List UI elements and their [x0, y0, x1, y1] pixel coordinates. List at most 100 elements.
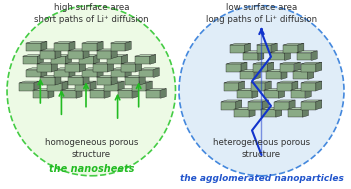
Polygon shape: [33, 90, 48, 98]
Polygon shape: [66, 55, 72, 64]
Text: the agglomerated nanoparticles: the agglomerated nanoparticles: [180, 174, 343, 183]
Polygon shape: [111, 49, 117, 59]
Polygon shape: [221, 100, 242, 102]
Polygon shape: [125, 77, 139, 85]
Polygon shape: [104, 83, 118, 91]
Polygon shape: [38, 55, 44, 64]
Polygon shape: [251, 83, 265, 91]
Polygon shape: [111, 70, 125, 77]
Polygon shape: [289, 100, 295, 110]
Polygon shape: [93, 62, 114, 64]
Polygon shape: [108, 62, 114, 72]
Polygon shape: [226, 62, 247, 64]
Polygon shape: [274, 102, 289, 110]
Polygon shape: [293, 70, 314, 71]
Polygon shape: [82, 41, 103, 43]
Polygon shape: [230, 45, 245, 53]
Polygon shape: [283, 43, 304, 45]
Polygon shape: [294, 62, 300, 72]
Polygon shape: [237, 89, 258, 90]
Polygon shape: [303, 108, 309, 117]
Polygon shape: [316, 100, 322, 110]
Polygon shape: [236, 100, 242, 110]
Polygon shape: [135, 56, 150, 64]
Polygon shape: [94, 55, 100, 64]
Polygon shape: [139, 68, 159, 70]
Polygon shape: [19, 83, 34, 91]
Polygon shape: [271, 43, 277, 53]
Polygon shape: [55, 75, 61, 85]
Polygon shape: [48, 89, 54, 98]
Polygon shape: [82, 70, 97, 77]
Polygon shape: [79, 56, 94, 64]
Text: homogeneous porous: homogeneous porous: [45, 138, 138, 147]
Polygon shape: [111, 75, 117, 85]
Polygon shape: [288, 108, 309, 109]
Polygon shape: [146, 90, 160, 98]
Polygon shape: [308, 70, 314, 79]
Polygon shape: [52, 62, 58, 72]
Polygon shape: [54, 70, 69, 77]
Text: structure: structure: [242, 149, 281, 159]
Polygon shape: [61, 90, 76, 98]
Polygon shape: [54, 43, 69, 51]
Polygon shape: [291, 89, 311, 90]
Polygon shape: [51, 56, 66, 64]
Polygon shape: [121, 62, 142, 64]
Polygon shape: [97, 51, 111, 59]
Polygon shape: [51, 55, 72, 56]
Polygon shape: [136, 62, 142, 72]
Polygon shape: [90, 89, 110, 90]
Polygon shape: [245, 43, 251, 53]
Polygon shape: [111, 43, 125, 51]
Polygon shape: [41, 68, 47, 77]
Text: high surface area: high surface area: [53, 3, 129, 12]
Polygon shape: [125, 41, 131, 51]
Text: long paths of Li⁺ diffusion: long paths of Li⁺ diffusion: [206, 15, 317, 24]
Polygon shape: [90, 81, 96, 91]
Polygon shape: [83, 75, 89, 85]
Polygon shape: [297, 51, 317, 53]
Polygon shape: [40, 75, 61, 77]
Polygon shape: [265, 81, 271, 91]
Polygon shape: [75, 83, 90, 91]
Polygon shape: [26, 41, 47, 43]
Polygon shape: [150, 55, 156, 64]
Polygon shape: [254, 70, 260, 79]
Polygon shape: [240, 70, 260, 71]
Polygon shape: [221, 102, 236, 110]
Polygon shape: [266, 71, 281, 79]
Polygon shape: [311, 51, 317, 60]
Polygon shape: [301, 102, 316, 110]
Polygon shape: [80, 62, 86, 72]
Ellipse shape: [7, 6, 176, 176]
Polygon shape: [97, 77, 111, 85]
Polygon shape: [111, 41, 131, 43]
Polygon shape: [266, 70, 287, 71]
Polygon shape: [298, 43, 304, 53]
Polygon shape: [253, 64, 268, 72]
Polygon shape: [40, 51, 55, 59]
Polygon shape: [132, 81, 152, 83]
Polygon shape: [248, 102, 263, 110]
Polygon shape: [69, 41, 75, 51]
Polygon shape: [40, 77, 55, 85]
Polygon shape: [283, 45, 298, 53]
Polygon shape: [69, 68, 75, 77]
Polygon shape: [285, 51, 291, 60]
Polygon shape: [301, 64, 316, 72]
Polygon shape: [107, 55, 128, 56]
Polygon shape: [97, 49, 117, 51]
Polygon shape: [224, 81, 245, 83]
Polygon shape: [83, 49, 89, 59]
Polygon shape: [160, 89, 166, 98]
Polygon shape: [19, 81, 40, 83]
Polygon shape: [268, 62, 274, 72]
Polygon shape: [305, 89, 311, 98]
Polygon shape: [243, 51, 264, 53]
Polygon shape: [97, 68, 103, 77]
Polygon shape: [132, 83, 146, 91]
Polygon shape: [79, 55, 100, 56]
Polygon shape: [54, 41, 75, 43]
Polygon shape: [33, 89, 54, 90]
